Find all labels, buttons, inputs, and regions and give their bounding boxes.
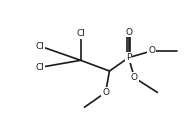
Text: Cl: Cl [36,42,45,51]
Text: P: P [126,53,131,62]
Text: O: O [102,88,109,97]
Text: Cl: Cl [76,29,85,38]
Text: Cl: Cl [36,62,45,72]
Text: O: O [148,46,155,55]
Text: O: O [125,28,132,37]
Text: O: O [131,73,138,82]
